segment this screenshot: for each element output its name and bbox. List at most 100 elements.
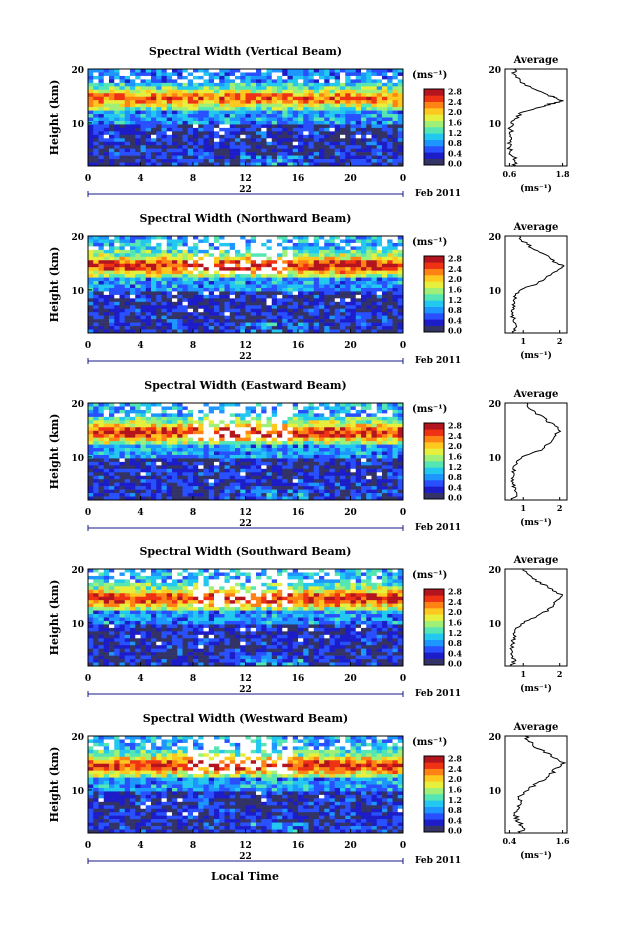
heatmap-cell [287,159,294,163]
heatmap-cell [229,107,236,111]
heatmap-cell [245,458,252,463]
heatmap-cell [219,437,225,442]
heatmap-cell [308,89,315,94]
heatmap-cell [334,441,341,445]
heatmap-cell [130,305,136,310]
heatmap-cell [229,155,236,160]
heatmap-cell [376,120,383,125]
heatmap-cell [219,145,225,149]
heatmap-cell [219,107,225,111]
heatmap-cell [130,89,136,94]
heatmap-cell [387,242,393,247]
heatmap-cell [135,152,141,156]
heatmap-cell [109,482,115,487]
heatmap-cell [119,329,126,334]
heatmap-cell [135,444,141,449]
heatmap-cell [340,100,346,104]
heatmap-cell [303,256,309,261]
heatmap-cell [240,267,246,271]
heatmap-cell [208,420,215,425]
heatmap-cell [392,72,399,77]
heatmap-cell [193,249,199,254]
heatmap-cell [334,454,341,459]
heatmap-cell [382,159,388,163]
heatmap-cell [182,423,189,428]
heatmap-cell [103,236,110,240]
heatmap-cell [361,284,367,289]
heatmap-cell [151,131,157,136]
heatmap-cell [261,472,267,477]
heatmap-cell [198,298,204,303]
heatmap-cell [355,114,362,118]
heatmap-cell [214,479,220,483]
heatmap-cell [366,131,372,136]
date-label: Feb 2011 [415,356,461,366]
heatmap-cell [88,448,94,452]
heatmap-cell [145,148,152,153]
heatmap-cell [245,479,252,483]
heatmap-cell [282,416,288,421]
colorbar-swatch [424,120,444,128]
heatmap-cell [261,138,267,143]
heatmap-cell [282,409,288,414]
heatmap-cell [350,294,357,299]
heatmap-cell [124,89,131,94]
heatmap-cell [156,260,162,265]
heatmap-cell [308,249,315,254]
heatmap-cell [382,69,388,73]
heatmap-cell [298,131,304,136]
heatmap-cell [340,274,346,278]
heatmap-cell [166,437,173,442]
heatmap-cell [240,486,246,490]
heatmap-cell [350,236,357,240]
heatmap-cell [224,486,231,490]
heatmap-cell [151,448,157,452]
heatmap-cell [198,79,204,84]
heatmap-cell [266,103,273,108]
heatmap-cell [198,406,204,411]
heatmap-cell [130,155,136,160]
heatmap-cell [287,145,294,149]
heatmap-cell [397,162,404,167]
heatmap-cell [397,253,404,258]
heatmap-cell [145,162,152,167]
heatmap-cell [198,256,204,261]
heatmap-cell [135,281,141,285]
heatmap-cell [145,420,152,425]
heatmap-cell [250,159,257,163]
heatmap-cell [350,107,357,111]
heatmap-cell [145,270,152,275]
heatmap-cell [187,291,194,296]
heatmap-cell [151,454,157,459]
heatmap-cell [135,138,141,143]
heatmap-cell [266,305,273,310]
heatmap-cell [151,441,157,445]
heatmap-cell [161,120,168,125]
heatmap-cell [282,458,288,463]
heatmap-cell [376,468,383,473]
heatmap-cell [203,114,210,118]
heatmap-cell [397,461,404,466]
heatmap-cell [161,134,168,139]
heatmap-cell [172,413,178,418]
heatmap-cell [298,427,304,432]
heatmap-cell [124,423,131,428]
heatmap-cell [261,86,267,91]
heatmap-cell [229,281,236,285]
heatmap-cell [145,145,152,149]
heatmap-cell [324,263,330,268]
heatmap-cell [103,107,110,111]
heatmap-cell [387,274,393,278]
heatmap-cell [130,427,136,432]
heatmap-cell [266,236,273,240]
heatmap-cell [319,155,325,160]
heatmap-cell [292,263,299,268]
heatmap-cell [303,249,309,254]
heatmap-cell [219,326,225,330]
heatmap-cell [235,75,241,80]
heatmap-cell [382,416,388,421]
heatmap-cell [182,444,189,449]
heatmap-cell [366,124,372,129]
heatmap-cell [182,89,189,94]
heatmap-cell [329,110,336,115]
